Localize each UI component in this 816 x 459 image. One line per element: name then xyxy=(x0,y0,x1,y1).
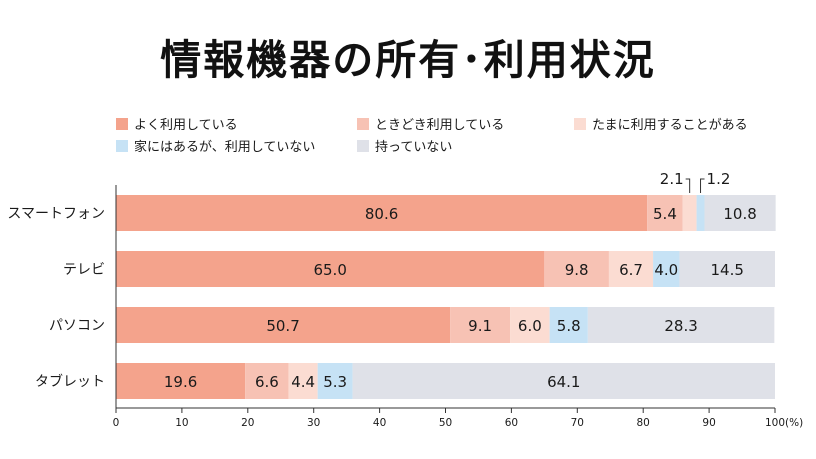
legend-swatch xyxy=(357,140,369,152)
bar-segment xyxy=(352,363,775,399)
legend-label: よく利用している xyxy=(134,118,238,133)
data-label: 6.0 xyxy=(518,317,542,335)
bar-segment xyxy=(116,251,545,287)
x-tick-label: 50 xyxy=(439,417,452,429)
x-tick-label: 100 xyxy=(765,417,785,429)
category-label: タブレット xyxy=(35,373,105,390)
category-label: パソコン xyxy=(49,318,105,334)
bar-segment xyxy=(544,251,609,287)
data-label: 6.6 xyxy=(255,373,279,391)
data-label: 14.5 xyxy=(711,261,744,279)
bar-segment xyxy=(608,251,654,287)
data-label: 1.2 xyxy=(707,170,731,188)
data-label: 5.3 xyxy=(323,373,347,391)
data-label: 80.6 xyxy=(365,205,398,223)
bar-segment xyxy=(288,363,318,399)
bar-segment xyxy=(510,307,550,343)
x-tick-label: 10 xyxy=(175,417,188,429)
x-tick-label: 20 xyxy=(241,417,254,429)
legend-swatch xyxy=(116,118,128,130)
bar-segment xyxy=(450,307,511,343)
bar-segment xyxy=(696,195,705,231)
bar-segment xyxy=(317,363,353,399)
data-label: 4.4 xyxy=(291,373,315,391)
bar-segment xyxy=(679,251,775,287)
data-label: 2.1 xyxy=(660,170,684,188)
data-label: 50.7 xyxy=(266,317,299,335)
category-label: テレビ xyxy=(63,262,105,278)
x-tick-label: 0 xyxy=(113,417,120,429)
category-label: スマートフォン xyxy=(7,206,105,222)
legend-swatch xyxy=(116,140,128,152)
data-label: 64.1 xyxy=(547,373,580,391)
bar-segment xyxy=(587,307,775,343)
legend-label: たまに利用することがある xyxy=(592,118,748,133)
callout-line xyxy=(685,178,691,193)
bar-segment xyxy=(647,195,683,231)
data-label: 28.3 xyxy=(664,317,697,335)
x-axis-unit: (%) xyxy=(785,417,803,429)
legend-label: 家にはあるが、利用していない xyxy=(134,139,315,155)
legend-swatch xyxy=(357,118,369,130)
chart-title: 情報機器の所有･利用状況 xyxy=(160,36,656,84)
bar-segment xyxy=(653,251,680,287)
legend-label: 持っていない xyxy=(375,140,452,155)
data-label: 5.4 xyxy=(653,205,677,223)
data-label: 65.0 xyxy=(313,261,346,279)
callout-line xyxy=(700,178,705,193)
bar-segment xyxy=(116,195,648,231)
legend-label: ときどき利用している xyxy=(375,118,504,133)
bar-segment xyxy=(245,363,289,399)
bar-segment xyxy=(116,363,246,399)
x-tick-label: 90 xyxy=(702,417,715,429)
data-label: 9.1 xyxy=(468,317,492,335)
x-tick-label: 30 xyxy=(307,417,320,429)
data-label: 5.8 xyxy=(557,317,581,335)
bar-segment xyxy=(549,307,588,343)
bar-segment xyxy=(682,195,697,231)
x-tick-label: 70 xyxy=(571,417,584,429)
data-label: 10.8 xyxy=(723,205,756,223)
bar-segment xyxy=(116,307,451,343)
x-tick-label: 80 xyxy=(637,417,650,429)
data-label: 9.8 xyxy=(565,261,589,279)
x-tick-label: 60 xyxy=(505,417,518,429)
legend-swatch xyxy=(574,118,586,130)
x-tick-label: 40 xyxy=(373,417,386,429)
data-label: 4.0 xyxy=(654,261,678,279)
data-label: 19.6 xyxy=(164,373,197,391)
bar-segment xyxy=(704,195,776,231)
data-label: 6.7 xyxy=(619,261,643,279)
